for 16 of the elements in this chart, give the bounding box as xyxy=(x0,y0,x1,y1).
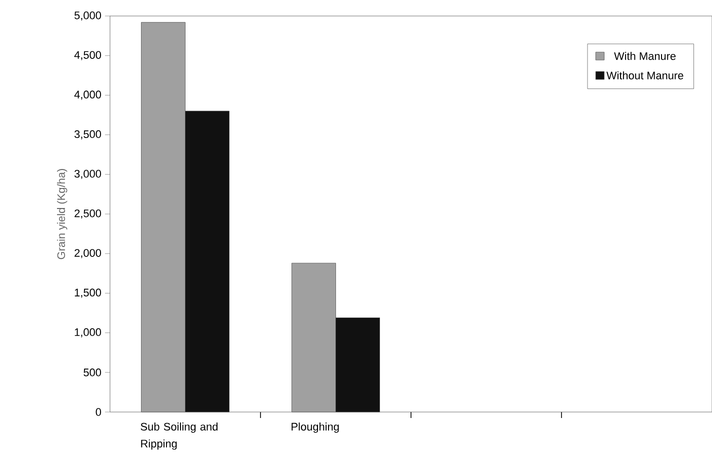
y-tick-label: 500 xyxy=(84,368,102,376)
y-tick-label: 4,000 xyxy=(74,90,102,100)
y-tick-label: 2,000 xyxy=(74,249,102,258)
y-tick-label: 3,500 xyxy=(74,130,102,140)
x-tick-label: Ploughing xyxy=(292,422,339,433)
legend-label: Without Manure xyxy=(606,71,684,80)
y-axis-title: Grain yield (Kg/ha) xyxy=(57,169,68,260)
y-tick-label: 1,000 xyxy=(74,328,102,338)
legend-label: With Manure xyxy=(614,52,676,60)
y-tick-label: 3,000 xyxy=(74,170,102,179)
y-tick-label: 0 xyxy=(96,408,102,416)
x-tick-label: Sub Soiling and Ripping xyxy=(140,422,218,450)
y-tick-label: 5,000 xyxy=(74,11,102,21)
y-tick-label: 1,500 xyxy=(74,288,102,298)
y-tick-label: 2,500 xyxy=(74,209,102,219)
y-tick-label: 4,500 xyxy=(74,51,102,60)
